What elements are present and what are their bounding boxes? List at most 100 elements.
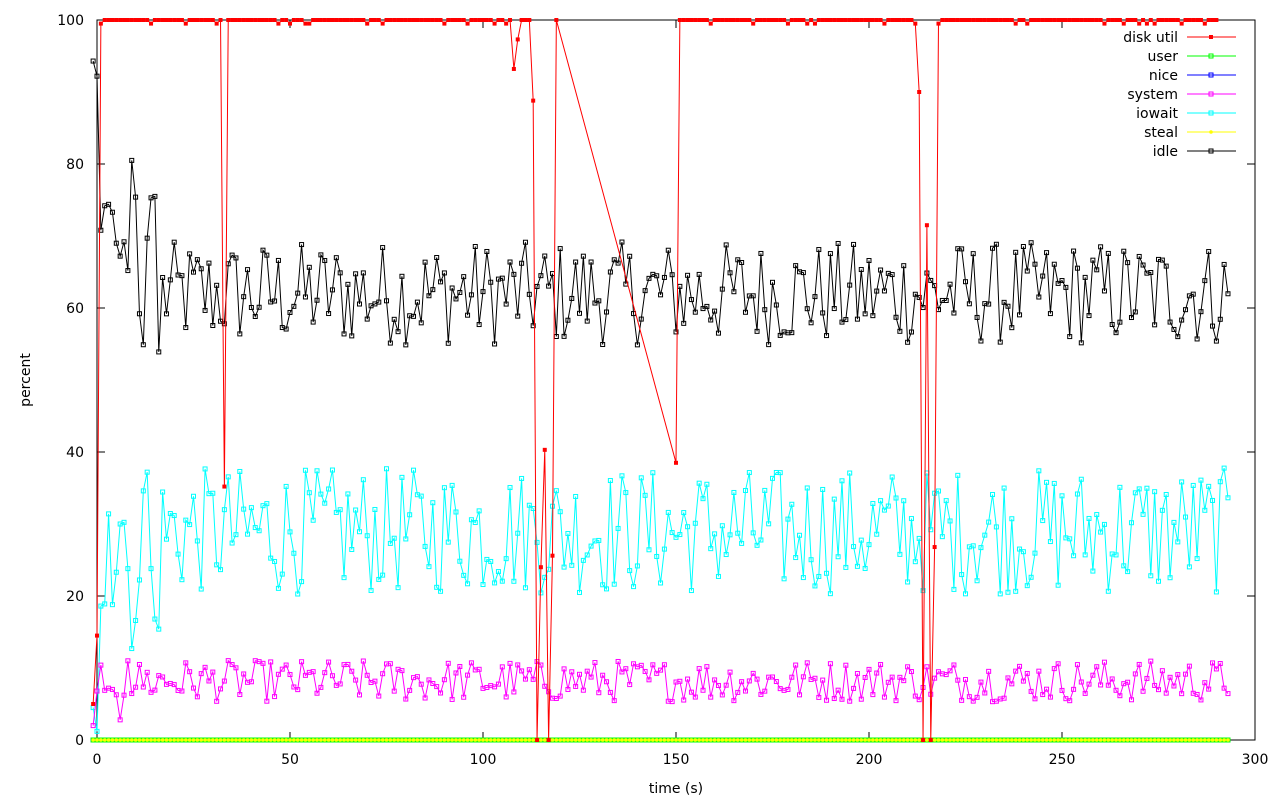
data-point — [488, 738, 493, 742]
data-point — [1190, 291, 1196, 297]
data-point — [839, 319, 845, 325]
data-point — [144, 235, 150, 241]
data-point — [314, 690, 320, 696]
data-point — [237, 18, 242, 22]
data-point — [376, 18, 381, 22]
data-point — [450, 738, 454, 742]
data-point — [665, 509, 671, 515]
data-point — [870, 18, 875, 22]
data-point — [118, 738, 122, 742]
data-point — [565, 317, 571, 323]
data-point — [512, 738, 516, 742]
data-point — [742, 309, 748, 315]
data-point — [839, 478, 845, 484]
data-point — [373, 738, 377, 742]
data-point — [511, 66, 516, 71]
data-point — [515, 662, 521, 668]
data-point — [334, 738, 339, 742]
data-point — [476, 666, 482, 672]
data-point — [109, 209, 115, 215]
data-point — [1221, 261, 1227, 267]
data-point — [180, 738, 184, 742]
data-point — [499, 664, 505, 670]
data-point — [685, 524, 691, 530]
data-point — [611, 257, 617, 263]
data-point — [696, 666, 702, 672]
data-point — [126, 738, 130, 742]
data-point — [465, 672, 471, 678]
data-point — [306, 264, 312, 270]
data-point — [750, 293, 756, 299]
data-point — [963, 18, 968, 22]
data-point — [345, 18, 350, 22]
data-point — [530, 676, 536, 682]
data-point — [511, 689, 517, 695]
data-point — [569, 295, 575, 301]
data-point — [669, 272, 675, 278]
data-point — [360, 477, 366, 483]
data-point — [824, 570, 830, 576]
data-point — [1040, 692, 1046, 698]
data-point — [1098, 18, 1103, 22]
data-point — [164, 18, 169, 22]
data-point — [867, 738, 871, 742]
x-tick-label: 100 — [470, 752, 497, 768]
data-point — [708, 694, 714, 700]
data-point — [434, 255, 440, 261]
data-point — [411, 313, 417, 319]
data-point — [785, 516, 791, 522]
data-point — [222, 738, 227, 742]
data-point — [943, 498, 949, 504]
data-point — [481, 18, 485, 22]
data-point — [1148, 18, 1153, 22]
data-point — [345, 281, 351, 287]
data-point — [318, 18, 323, 22]
data-point — [106, 738, 111, 742]
data-point — [1017, 738, 1022, 742]
data-point — [1017, 663, 1023, 669]
data-point — [360, 270, 366, 276]
data-point — [905, 738, 910, 742]
data-point — [905, 339, 911, 345]
data-point — [1128, 315, 1134, 321]
data-point — [1137, 21, 1142, 26]
data-point — [886, 738, 891, 742]
data-point — [1152, 322, 1158, 328]
data-point — [168, 738, 173, 742]
data-point — [187, 18, 192, 22]
data-point — [816, 247, 822, 253]
data-point — [840, 738, 844, 742]
data-point — [832, 18, 837, 22]
data-point — [384, 738, 389, 742]
data-point — [816, 573, 822, 579]
data-point — [121, 239, 127, 245]
data-point — [144, 469, 150, 475]
data-point — [607, 269, 613, 275]
data-point — [388, 18, 393, 22]
data-point — [623, 490, 629, 496]
data-point — [1217, 661, 1223, 667]
data-point — [1079, 738, 1084, 742]
data-point — [191, 685, 196, 691]
data-point — [295, 687, 301, 693]
legend-marker — [1208, 53, 1214, 59]
data-point — [693, 738, 698, 742]
data-point — [1206, 738, 1211, 742]
legend-marker — [1208, 91, 1214, 97]
data-point — [333, 255, 339, 261]
data-point — [932, 545, 937, 550]
data-point — [936, 21, 941, 26]
data-point — [854, 316, 860, 322]
data-point — [759, 738, 763, 742]
data-point — [685, 738, 690, 742]
data-point — [908, 669, 914, 675]
data-point — [163, 536, 169, 542]
data-point — [766, 342, 772, 348]
legend-marker — [1209, 35, 1213, 39]
data-point — [1032, 550, 1038, 556]
data-point — [191, 738, 196, 742]
data-point — [527, 738, 532, 742]
data-point — [257, 738, 261, 742]
data-point — [210, 669, 216, 675]
data-point — [1060, 18, 1064, 22]
